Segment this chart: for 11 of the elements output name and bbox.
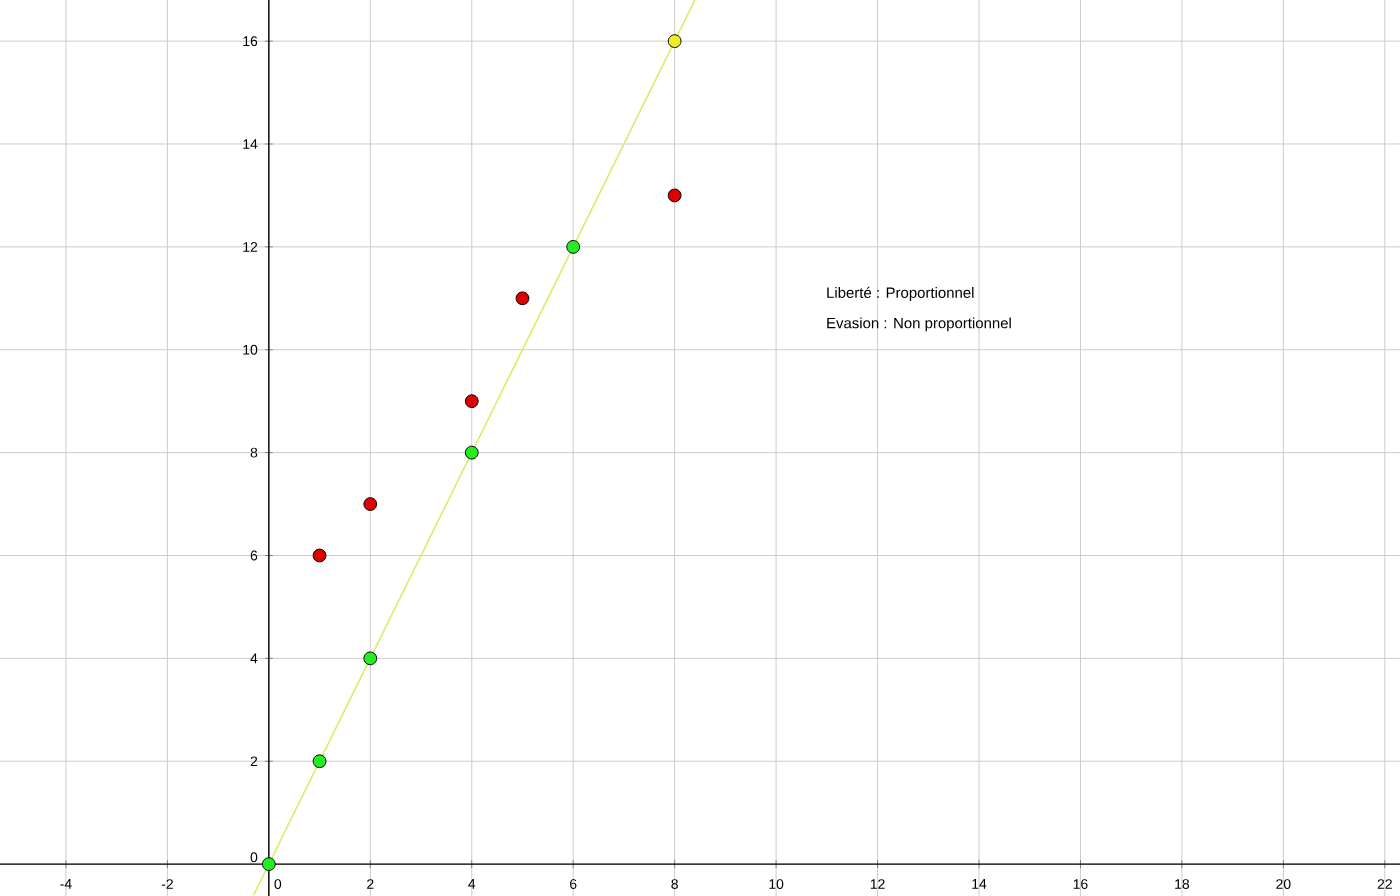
point	[464, 394, 479, 409]
point	[515, 291, 530, 306]
point	[667, 34, 682, 49]
point	[363, 497, 378, 511]
point	[363, 651, 378, 666]
point	[261, 857, 276, 871]
point	[667, 188, 682, 203]
point	[464, 445, 479, 460]
point	[566, 240, 581, 254]
point	[312, 548, 327, 563]
point	[312, 754, 327, 769]
